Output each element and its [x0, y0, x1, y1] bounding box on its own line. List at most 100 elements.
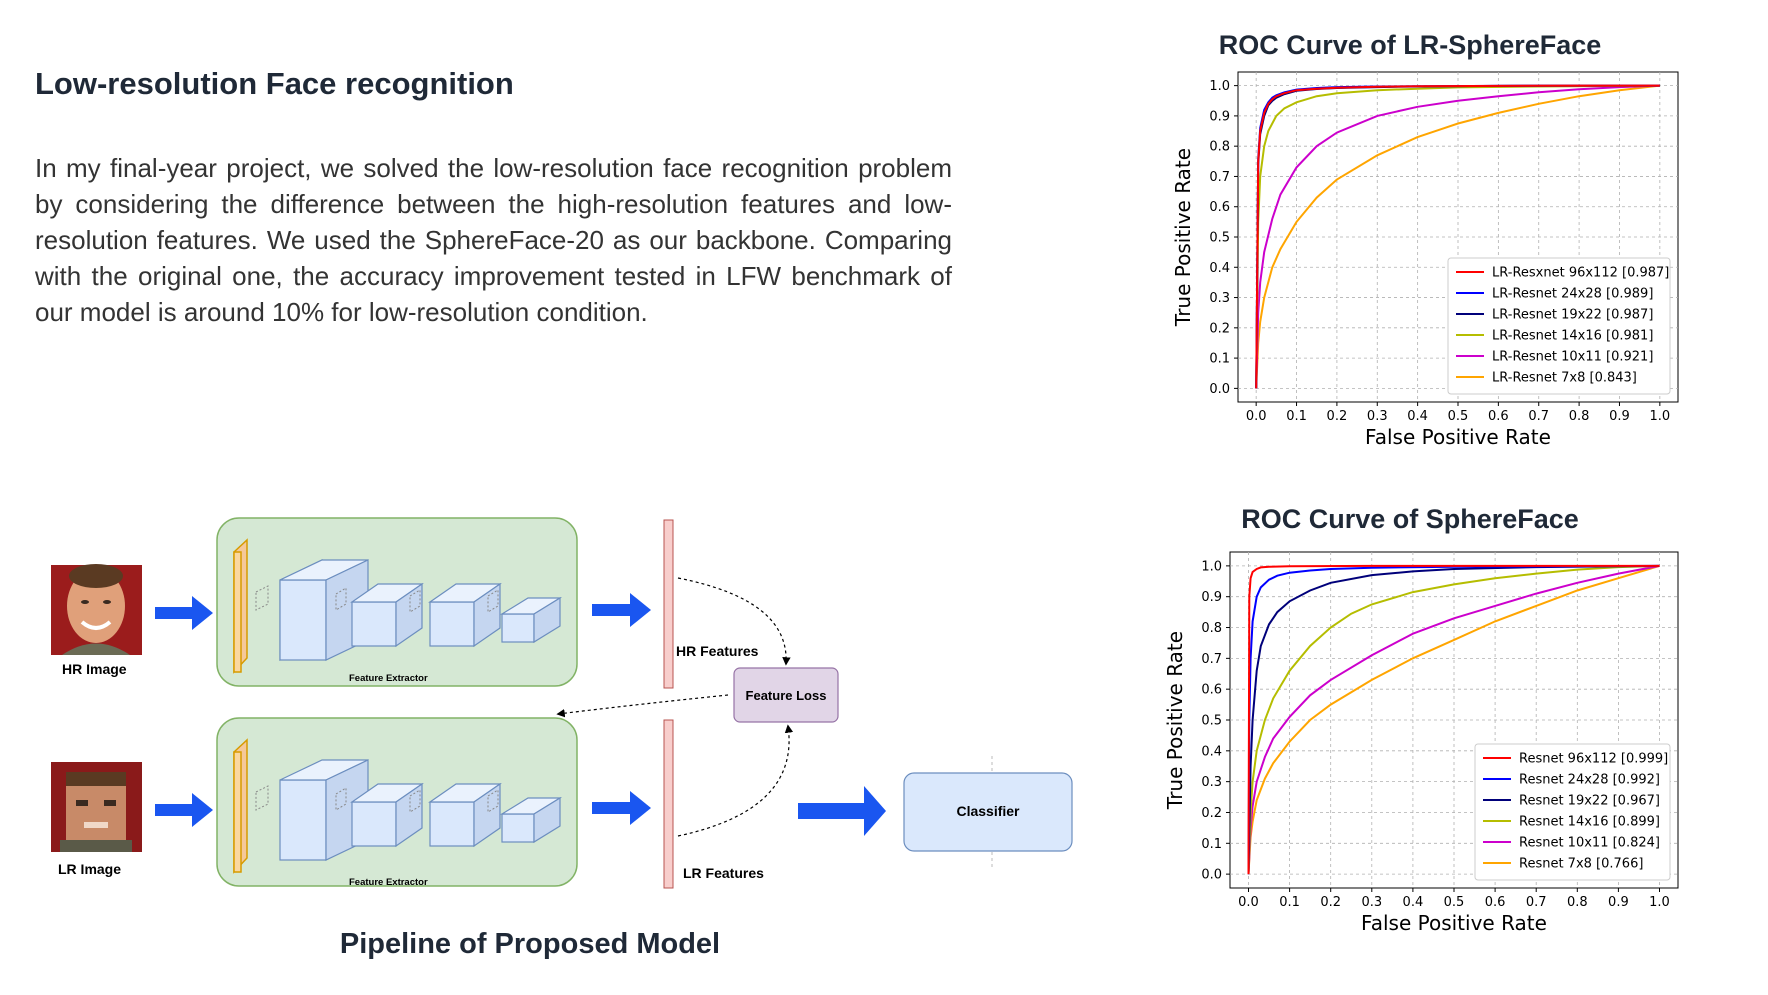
arrow-to-lr-features — [592, 791, 651, 825]
legend-box — [1447, 257, 1671, 395]
y-tick-label: 0.6 — [1201, 683, 1222, 698]
arrow-to-extractor-lr — [155, 793, 213, 827]
x-tick-label: 1.0 — [1649, 409, 1670, 424]
extractor-label-hr: Feature Extractor — [349, 673, 428, 684]
roc-series-line — [1255, 84, 1660, 389]
y-axis-label: True Positive Rate — [1171, 148, 1195, 327]
x-axis-label: False Positive Rate — [1361, 911, 1547, 935]
y-tick-label: 0.0 — [1209, 382, 1230, 397]
hr-features-label: HR Features — [676, 643, 759, 659]
x-tick-label: 0.2 — [1327, 409, 1348, 424]
roc-series-line — [1247, 564, 1660, 875]
y-tick-label: 0.7 — [1209, 170, 1230, 185]
roc-series-line — [1247, 564, 1660, 875]
legend-label: LR-Resnet 7x8 [0.843] — [1492, 371, 1637, 386]
y-tick-label: 0.4 — [1209, 261, 1230, 276]
roc-chart-lr-sphereface: 0.0 0.1 0.2 0.3 0.4 0.5 0.6 0.7 0.8 0.9 1.0 0.0 0.1 0… — [1171, 71, 1679, 449]
hr-feature-vector — [663, 519, 674, 689]
x-tick-label: 0.9 — [1608, 895, 1629, 910]
x-tick-label: 0.4 — [1403, 895, 1424, 910]
roc-series-line — [1247, 564, 1660, 875]
arrow-to-hr-features — [592, 593, 651, 627]
legend-label: Resnet 96x112 [0.999] — [1519, 752, 1668, 767]
x-tick-label: 0.6 — [1488, 409, 1509, 424]
lr-feature-vector — [663, 719, 674, 889]
y-tick-label: 0.5 — [1209, 231, 1230, 246]
y-axis-label: True Positive Rate — [1163, 631, 1187, 810]
extractor-label-lr: Feature Extractor — [349, 877, 428, 888]
y-tick-label: 0.9 — [1201, 590, 1222, 605]
legend-label: Resnet 7x8 [0.766] — [1519, 857, 1643, 872]
roc-series-line — [1255, 84, 1660, 389]
y-tick-label: 0.2 — [1201, 806, 1222, 821]
legend-label: Resnet 24x28 [0.992] — [1519, 773, 1660, 788]
lr-features-label: LR Features — [683, 865, 764, 881]
x-tick-label: 0.8 — [1567, 895, 1588, 910]
x-tick-label: 0.6 — [1485, 895, 1506, 910]
legend-label: LR-Resnet 10x11 [0.921] — [1492, 350, 1653, 365]
feature-loss-label: Feature Loss — [746, 688, 827, 703]
x-tick-label: 0.1 — [1286, 409, 1307, 424]
legend-label: Resnet 19x22 [0.967] — [1519, 794, 1660, 809]
roc-series-line — [1255, 84, 1660, 389]
y-tick-label: 0.8 — [1209, 140, 1230, 155]
lr-image-label: LR Image — [58, 861, 121, 877]
project-description: In my final-year project, we solved the … — [35, 153, 952, 327]
hr-to-loss-dashed-arrow — [677, 577, 791, 666]
x-tick-label: 0.5 — [1448, 409, 1469, 424]
roc-series-line — [1247, 564, 1660, 875]
hr-face-image — [51, 564, 142, 655]
legend-box — [1474, 743, 1671, 881]
x-tick-label: 0.5 — [1444, 895, 1465, 910]
y-tick-label: 0.2 — [1209, 321, 1230, 336]
y-tick-label: 0.8 — [1201, 621, 1222, 636]
x-tick-label: 0.0 — [1238, 895, 1259, 910]
classifier-label: Classifier — [956, 803, 1020, 819]
y-tick-label: 0.1 — [1209, 352, 1230, 367]
x-tick-label: 0.3 — [1367, 409, 1388, 424]
page-title: Low-resolution Face recognition — [35, 66, 514, 101]
y-tick-label: 0.5 — [1201, 714, 1222, 729]
x-tick-label: 0.2 — [1320, 895, 1341, 910]
legend-label: LR-Resnet 14x16 [0.981] — [1492, 329, 1653, 344]
arrow-to-classifier — [798, 786, 886, 836]
x-tick-label: 0.8 — [1569, 409, 1590, 424]
lr-face-image — [51, 762, 142, 852]
pipeline-caption: Pipeline of Proposed Model — [339, 928, 721, 960]
x-tick-label: 0.0 — [1246, 409, 1267, 424]
feature-extractor-lr — [216, 717, 578, 887]
x-tick-label: 0.7 — [1526, 895, 1547, 910]
roc-chart-sphereface: 0.0 0.1 0.2 0.3 0.4 0.5 0.6 0.7 0.8 0.9 1.0 0.0 0.1 0… — [1163, 551, 1679, 935]
chart-title-sphereface: ROC Curve of SphereFace — [1241, 504, 1579, 534]
y-tick-label: 0.4 — [1201, 744, 1222, 759]
y-tick-label: 0.3 — [1201, 775, 1222, 790]
classifier-box — [903, 772, 1073, 852]
x-tick-label: 0.4 — [1407, 409, 1428, 424]
x-tick-label: 0.3 — [1361, 895, 1382, 910]
legend-label: LR-Resnet 19x22 [0.987] — [1492, 308, 1653, 323]
y-tick-label: 0.6 — [1209, 200, 1230, 215]
hr-image-label: HR Image — [62, 661, 127, 677]
roc-series-line — [1247, 564, 1660, 875]
x-axis-label: False Positive Rate — [1365, 425, 1551, 449]
feature-extractor-hr — [216, 517, 578, 687]
feature-loss-box — [733, 667, 839, 723]
arrow-to-extractor-hr — [155, 596, 213, 630]
chart-title-lr-sphereface: ROC Curve of LR-SphereFace — [1218, 30, 1602, 60]
y-tick-label: 0.7 — [1201, 652, 1222, 667]
x-tick-label: 0.9 — [1609, 409, 1630, 424]
y-tick-label: 0.1 — [1201, 837, 1222, 852]
legend-label: Resnet 10x11 [0.824] — [1519, 836, 1660, 851]
y-tick-label: 0.9 — [1209, 109, 1230, 124]
legend-label: LR-Resxnet 96x112 [0.987] — [1492, 266, 1669, 281]
legend-label: LR-Resnet 24x28 [0.989] — [1492, 287, 1653, 302]
roc-series-line — [1247, 564, 1660, 875]
loss-to-extractor-dashed-arrow — [556, 694, 729, 718]
y-tick-label: 1.0 — [1201, 559, 1222, 574]
pipeline-diagram: HR Image LR Image — [51, 517, 1073, 889]
lr-to-loss-dashed-arrow — [677, 724, 794, 837]
legend-label: Resnet 14x16 [0.899] — [1519, 815, 1660, 830]
x-tick-label: 1.0 — [1649, 895, 1670, 910]
x-tick-label: 0.7 — [1528, 409, 1549, 424]
y-tick-label: 0.0 — [1201, 868, 1222, 883]
